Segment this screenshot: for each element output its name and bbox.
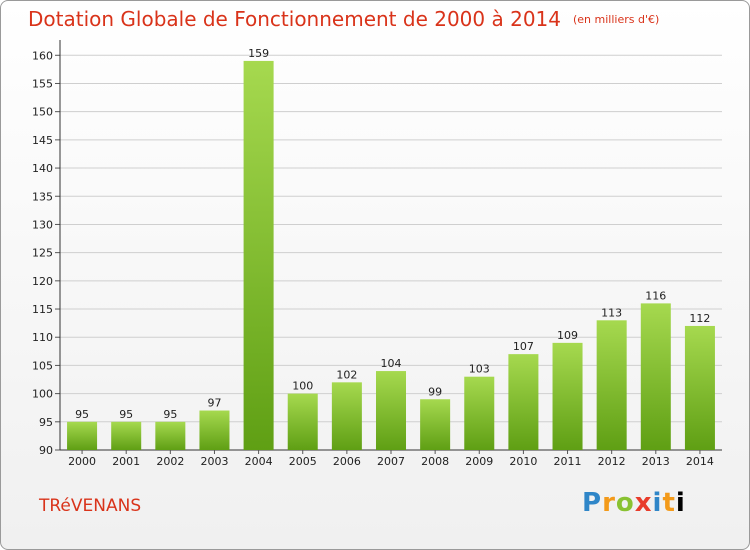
bar	[640, 303, 671, 450]
x-tick-label: 2004	[245, 455, 273, 468]
x-tick-label: 2000	[68, 455, 96, 468]
bar	[199, 410, 230, 450]
x-tick-label: 2009	[465, 455, 493, 468]
bar-value-label: 112	[689, 312, 710, 325]
bar-value-label: 113	[601, 306, 622, 319]
y-tick-label: 95	[39, 416, 53, 429]
bar-value-label: 103	[469, 363, 490, 376]
y-tick-label: 155	[32, 77, 53, 90]
bar-value-label: 97	[207, 397, 221, 410]
y-tick-label: 135	[32, 190, 53, 203]
y-tick-label: 150	[32, 106, 53, 119]
bar	[111, 421, 142, 450]
bar-value-label: 109	[557, 329, 578, 342]
logo-letter: r	[602, 488, 616, 518]
bar-value-label: 95	[163, 408, 177, 421]
x-tick-label: 2007	[377, 455, 405, 468]
y-tick-label: 140	[32, 162, 53, 175]
bar	[596, 320, 627, 450]
logo-letter: x	[634, 488, 653, 518]
y-tick-label: 160	[32, 49, 53, 62]
bar	[552, 342, 583, 450]
proxiti-logo: Proxiti	[582, 488, 686, 518]
x-tick-label: 2006	[333, 455, 361, 468]
bar-value-label: 107	[513, 340, 534, 353]
y-tick-label: 120	[32, 275, 53, 288]
x-tick-label: 2012	[598, 455, 626, 468]
bar	[331, 382, 362, 450]
bar-value-label: 116	[645, 289, 666, 302]
bar	[67, 421, 98, 450]
y-tick-label: 115	[32, 303, 53, 316]
logo-letter: i	[675, 488, 686, 518]
logo-letter: o	[615, 488, 635, 518]
bar-value-label: 159	[248, 47, 269, 60]
x-tick-label: 2011	[554, 455, 582, 468]
chart-title: Dotation Globale de Fonctionnement de 20…	[28, 7, 659, 31]
y-tick-label: 125	[32, 247, 53, 260]
y-tick-label: 130	[32, 218, 53, 231]
x-tick-label: 2002	[156, 455, 184, 468]
y-tick-label: 90	[39, 444, 53, 457]
logo-letter: P	[582, 488, 603, 518]
x-tick-label: 2014	[686, 455, 714, 468]
bar-value-label: 99	[428, 385, 442, 398]
bar	[287, 393, 318, 450]
bar	[684, 325, 715, 450]
x-tick-label: 2005	[289, 455, 317, 468]
bar-value-label: 95	[75, 408, 89, 421]
commune-name: TRéVENANS	[39, 496, 142, 516]
bar-value-label: 95	[119, 408, 133, 421]
y-tick-label: 100	[32, 388, 53, 401]
chart-title-text: Dotation Globale de Fonctionnement de 20…	[28, 7, 561, 31]
x-tick-label: 2010	[509, 455, 537, 468]
bar	[508, 354, 539, 450]
x-tick-label: 2008	[421, 455, 449, 468]
x-tick-label: 2001	[112, 455, 140, 468]
bar-value-label: 104	[381, 357, 402, 370]
chart-units: (en milliers d'€)	[573, 13, 660, 26]
bar	[243, 60, 274, 451]
x-tick-label: 2003	[200, 455, 228, 468]
bar	[420, 399, 451, 450]
logo-letter: i	[652, 488, 663, 518]
logo-letter: t	[662, 488, 676, 518]
y-tick-label: 105	[32, 359, 53, 372]
bar	[155, 421, 186, 450]
bar-value-label: 102	[336, 368, 357, 381]
y-tick-label: 145	[32, 134, 53, 147]
bar-value-label: 100	[292, 380, 313, 393]
y-tick-label: 110	[32, 331, 53, 344]
x-tick-label: 2013	[642, 455, 670, 468]
bar	[375, 371, 407, 450]
bar	[464, 376, 495, 450]
